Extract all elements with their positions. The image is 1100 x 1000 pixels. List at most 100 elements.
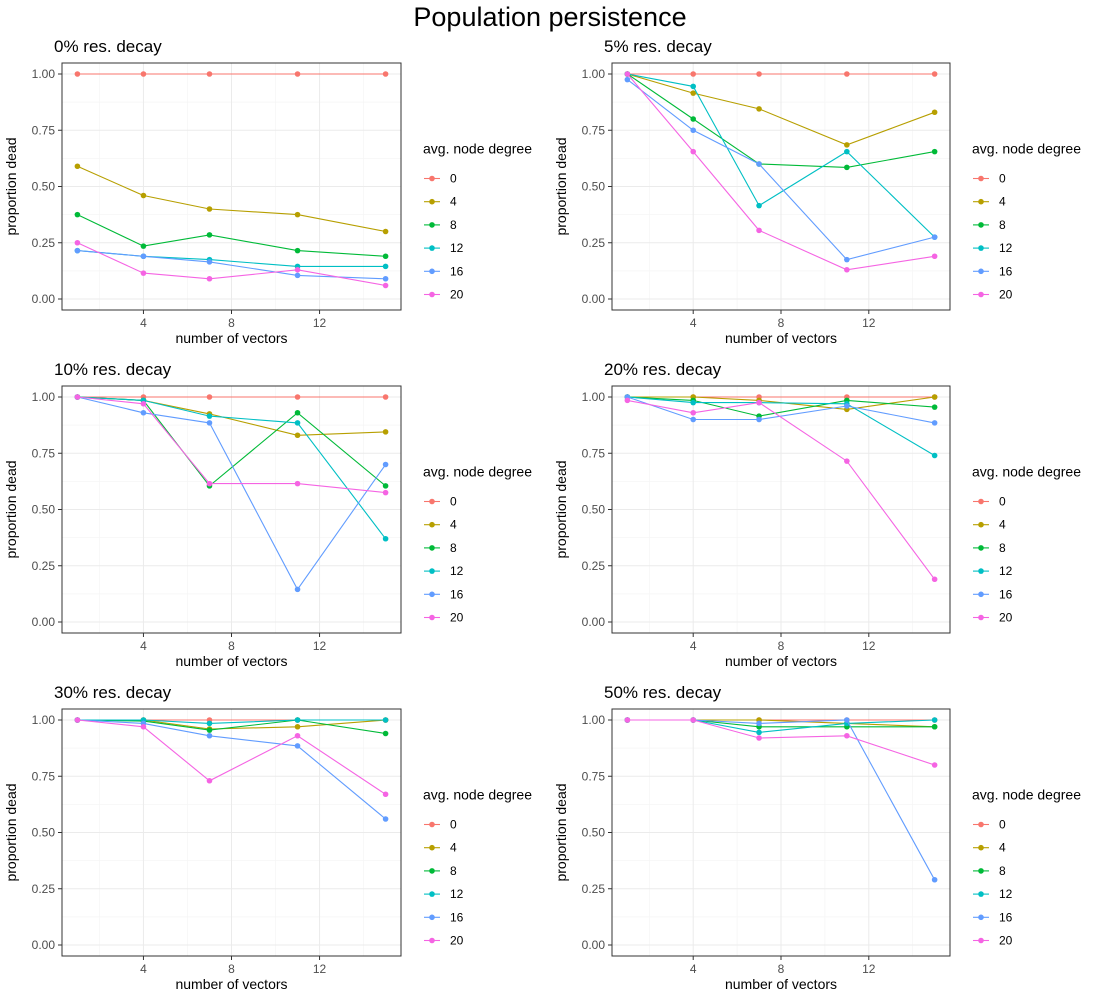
panel-1: 0% res. decay 0.00 0.25 0.50 0.75 1.00 4 8 12 num… [3,37,532,346]
legend-key-point [429,545,435,551]
legend-label: 0 [999,495,1006,509]
legend-key-point [429,175,435,182]
legend-item-16: 16 [973,910,1013,924]
legend-key-point [978,591,984,598]
data-point [690,148,697,155]
y-tick-label: 0.00 [582,615,606,629]
y-tick-label: 0.00 [582,938,606,952]
data-point [624,76,631,83]
legend-label: 20 [450,288,464,302]
data-point [382,263,389,270]
series-0 [624,71,938,77]
legend-item-0: 0 [424,172,457,186]
legend-item-12: 12 [424,564,464,578]
legend-label: 12 [999,564,1013,578]
y-tick-label: 0.50 [32,503,56,517]
y-tick-label: 1.00 [582,390,606,404]
legend-item-4: 4 [973,518,1006,532]
legend-key-point [978,521,984,528]
x-axis-label: number of vectors [725,653,837,669]
legend-key-point [978,614,984,621]
y-tick-label: 0.00 [582,292,606,306]
data-point [206,275,213,282]
data-point [382,275,389,282]
legend-key-point [978,868,984,874]
data-point [844,164,850,171]
data-point [294,266,301,273]
panel-title: 0% res. decay [54,37,162,56]
x-tick-label: 4 [690,639,697,653]
series-20 [74,239,389,289]
data-point [931,876,938,883]
legend-key-point [429,291,435,298]
data-point [206,727,213,733]
legend-label: 4 [999,518,1006,532]
series-0 [74,71,389,77]
data-point [294,480,301,487]
legend-key-point [429,614,435,621]
legend-label: 0 [450,818,457,832]
grid [612,63,950,310]
legend-label: 16 [450,587,464,601]
legend-label: 8 [999,864,1006,878]
legend-title: avg. node degree [423,464,532,480]
data-point [74,717,81,723]
data-point [690,416,697,423]
data-point [294,420,301,426]
legend-item-16: 16 [973,587,1013,601]
y-tick-label: 0.75 [582,769,606,783]
legend: avg. node degree 0 4 8 12 16 20 [972,787,1081,948]
legend-item-8: 8 [973,218,1006,232]
legend: avg. node degree 0 4 8 12 16 20 [423,464,532,625]
data-point [206,720,213,727]
panel-title: 5% res. decay [604,37,712,56]
grid [62,63,401,310]
y-tick-label: 0.25 [582,882,606,896]
data-point [624,717,631,723]
legend-item-12: 12 [973,564,1013,578]
legend-item-4: 4 [973,841,1006,855]
series-20 [74,717,389,798]
legend-key-point [429,937,435,944]
data-point [844,403,850,409]
legend-item-16: 16 [424,910,464,924]
series-16 [624,76,938,263]
legend-label: 20 [999,934,1013,948]
legend-item-8: 8 [973,864,1006,878]
data-point [690,717,697,723]
legend-item-4: 4 [424,841,457,855]
legend-key-point [978,568,984,574]
y-axis-label: proportion dead [553,783,569,881]
legend-key-point [429,914,435,921]
data-point [844,458,850,464]
data-point [206,413,213,419]
x-tick-label: 4 [140,962,147,976]
legend-item-20: 20 [424,288,464,302]
series-8 [74,211,389,260]
legend-item-0: 0 [973,172,1006,186]
legend-label: 8 [999,218,1006,232]
legend-item-4: 4 [973,195,1006,209]
legend-title: avg. node degree [972,141,1081,157]
legend-item-0: 0 [424,495,457,509]
y-tick-label: 0.25 [582,559,606,573]
legend-key-point [429,844,435,851]
data-point [74,239,81,246]
legend-label: 20 [450,611,464,625]
legend-item-12: 12 [424,887,464,901]
legend-label: 20 [999,611,1013,625]
panel-3: 10% res. decay 0.00 0.25 0.50 0.75 1.00 4 8 12 nu… [3,360,532,669]
y-tick-label: 0.00 [32,938,56,952]
y-tick-label: 0.50 [582,826,606,840]
x-tick-label: 12 [313,962,327,976]
data-point [140,71,147,77]
data-point [931,717,938,723]
legend-label: 4 [450,841,457,855]
legend-item-8: 8 [973,541,1006,555]
x-tick-label: 8 [778,316,785,330]
series-20 [624,717,938,768]
x-tick-label: 12 [313,639,327,653]
data-point [931,234,938,240]
panel-title: 30% res. decay [54,683,172,702]
y-axis-label: proportion dead [553,137,569,235]
